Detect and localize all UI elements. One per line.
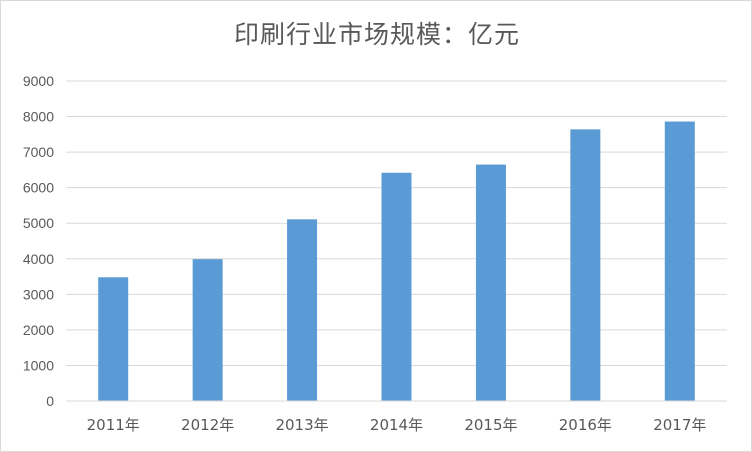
y-tick-label: 6000 [23, 180, 54, 196]
y-tick-label: 0 [46, 393, 54, 409]
x-tick-label: 2014年 [370, 416, 423, 434]
bar-2012年 [192, 259, 223, 401]
x-axis: 2011年 2012年 2013年 2014年 2015年 2016年 2017年 [66, 400, 727, 434]
chart-title: 印刷行业市场规模：亿元 [233, 20, 520, 49]
x-tick-label: 2011年 [87, 416, 140, 434]
y-tick-label: 2000 [23, 322, 54, 338]
bar-2015年 [475, 164, 506, 401]
x-tick-label: 2013年 [275, 416, 328, 434]
x-tick-label: 2015年 [464, 416, 517, 434]
bar-2016年 [570, 129, 601, 401]
bar-2013年 [287, 219, 318, 401]
bar-2017年 [664, 121, 695, 402]
y-tick-label: 5000 [23, 215, 54, 231]
bars [98, 121, 695, 402]
y-tick-label: 9000 [23, 73, 54, 89]
y-tick-label: 3000 [23, 286, 54, 302]
bar-2011年 [98, 277, 129, 401]
y-tick-label: 4000 [23, 251, 54, 267]
y-tick-label: 8000 [23, 109, 54, 125]
y-tick-label: 1000 [23, 357, 54, 373]
x-tick-label: 2012年 [181, 416, 234, 434]
bar-2014年 [381, 172, 412, 401]
x-tick-label: 2016年 [559, 416, 612, 434]
y-tick-label: 7000 [23, 144, 54, 160]
y-axis: 0 1000 2000 3000 4000 5000 6000 7000 8000 9000 [23, 73, 54, 409]
x-tick-label: 2017年 [653, 416, 706, 434]
